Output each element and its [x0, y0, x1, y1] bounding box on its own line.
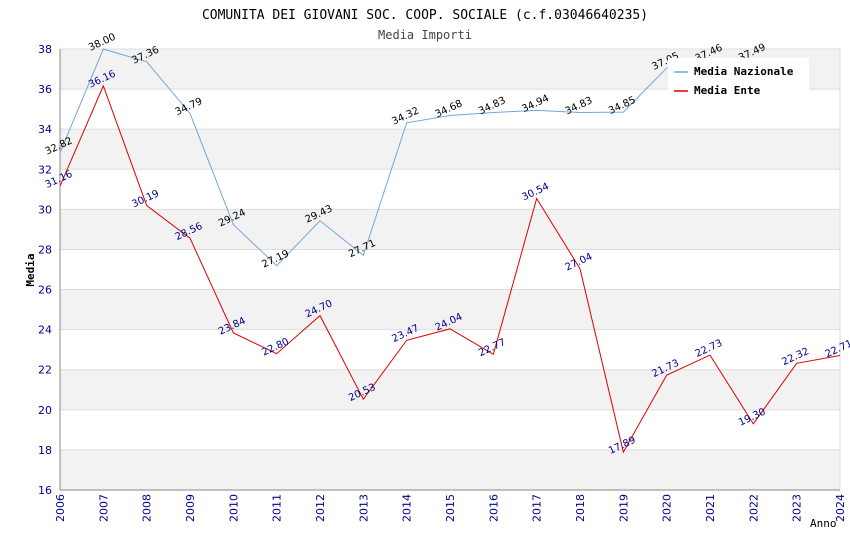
chart-subtitle: Media Importi [378, 28, 472, 42]
grid-band [60, 369, 840, 410]
data-label-nazionale: 34.83 [564, 95, 595, 117]
x-tick-label: 2009 [184, 494, 197, 522]
x-tick-label: 2023 [791, 494, 804, 522]
data-label-ente: 22.77 [477, 337, 508, 359]
x-tick-label: 2015 [444, 494, 457, 522]
chart-title: COMUNITA DEI GIOVANI SOC. COOP. SOCIALE … [202, 8, 648, 23]
grid-band [60, 209, 840, 250]
x-tick-label: 2024 [834, 494, 847, 522]
data-label-ente: 22.80 [260, 336, 291, 358]
x-tick-label: 2011 [271, 494, 284, 522]
data-label-ente: 22.73 [694, 338, 725, 360]
y-tick-label: 18 [38, 444, 52, 457]
y-tick-label: 20 [38, 404, 52, 417]
y-axis-label: Media [24, 253, 37, 286]
y-tick-label: 16 [38, 484, 52, 497]
x-tick-label: 2017 [531, 494, 544, 522]
y-tick-label: 36 [38, 83, 52, 96]
legend: Media Nazionale Media Ente [668, 58, 809, 100]
x-tick-label: 2020 [661, 494, 674, 522]
x-tick-label: 2022 [747, 494, 760, 522]
y-tick-label: 28 [38, 243, 52, 256]
x-tick-label: 2019 [617, 494, 630, 522]
x-tick-label: 2018 [574, 494, 587, 522]
x-ticks: 2006 2007 2008 2009 2010 2011 2012 2013 2014 2015… [54, 494, 847, 522]
x-tick-label: 2021 [704, 494, 717, 522]
x-axis-label: Anno [810, 517, 837, 530]
y-tick-label: 24 [38, 324, 52, 337]
x-tick-label: 2007 [97, 494, 110, 522]
x-tick-label: 2013 [357, 494, 370, 522]
y-tick-label: 26 [38, 284, 52, 297]
data-label-nazionale: 34.94 [520, 93, 551, 115]
y-ticks: 16 18 20 22 24 26 28 30 32 34 36 38 [38, 43, 52, 497]
grid-band [60, 449, 840, 490]
legend-label-nazionale: Media Nazionale [694, 65, 794, 78]
data-label-nazionale: 34.68 [434, 98, 465, 120]
x-tick-label: 2010 [227, 494, 240, 522]
data-label-nazionale: 27.19 [260, 248, 291, 270]
x-tick-label: 2006 [54, 494, 67, 522]
data-label-ente: 27.04 [564, 251, 595, 273]
x-tick-label: 2014 [401, 494, 414, 522]
y-tick-label: 38 [38, 43, 52, 56]
data-label-ente: 30.19 [130, 188, 161, 210]
series-lines [59, 48, 841, 454]
data-label-nazionale: 34.85 [607, 95, 638, 117]
x-tick-label: 2008 [141, 494, 154, 522]
data-label-nazionale: 34.83 [477, 95, 508, 117]
data-label-ente: 30.54 [520, 181, 551, 203]
grid-band [60, 289, 840, 330]
legend-box [668, 58, 809, 100]
y-tick-label: 32 [38, 163, 52, 176]
series-line-nazionale [59, 48, 754, 267]
series-line-ente [59, 84, 841, 454]
y-tick-label: 22 [38, 364, 52, 377]
data-label-nazionale: 34.32 [390, 105, 421, 127]
x-tick-label: 2012 [314, 494, 327, 522]
y-tick-label: 34 [38, 123, 52, 136]
grid-band [60, 129, 840, 170]
y-tick-label: 30 [38, 203, 52, 216]
legend-label-ente: Media Ente [694, 84, 761, 97]
data-label-ente: 22.71 [824, 338, 850, 360]
x-tick-label: 2016 [487, 494, 500, 522]
